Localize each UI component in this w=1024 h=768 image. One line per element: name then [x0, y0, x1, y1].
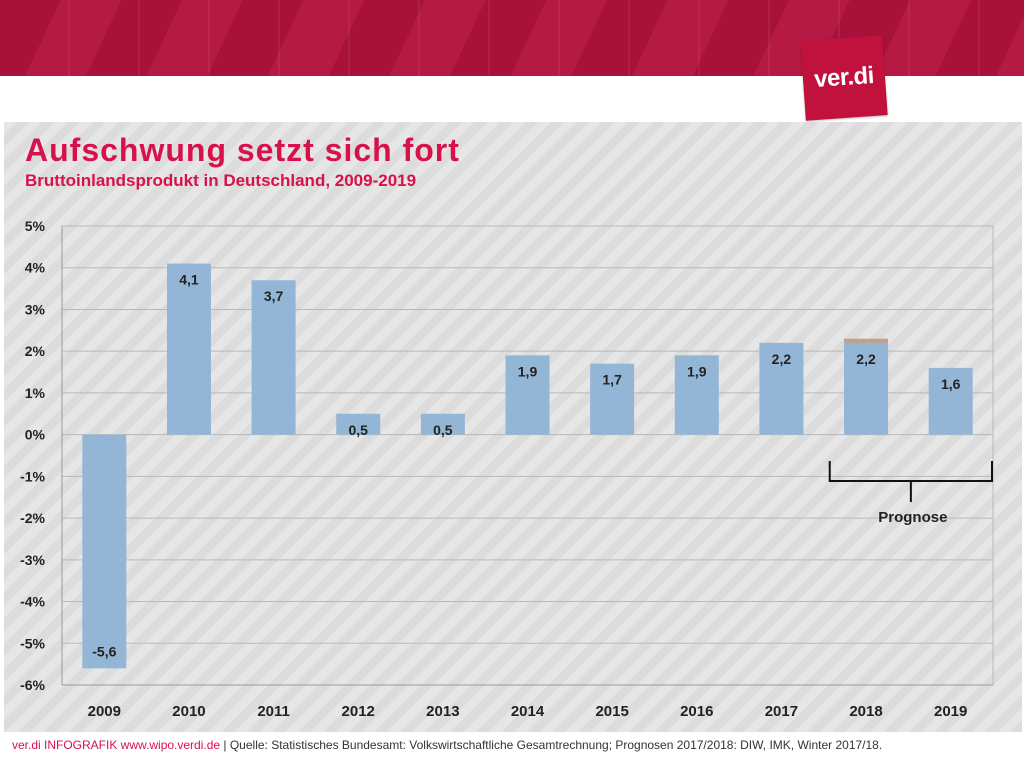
data-labels: -5,6 4,1 3,7 0,5 0,5 1,9 1,7 1,9 2,2 2,2 1,6 — [92, 272, 960, 660]
bar-2015 — [590, 363, 635, 435]
x-tick-label-2011: 2011 — [257, 703, 290, 720]
x-tick-label-2010: 2010 — [172, 703, 205, 720]
x-tick-label-2016: 2016 — [680, 703, 713, 720]
x-tick-label-2009: 2009 — [88, 703, 121, 720]
bar-2017 — [759, 342, 804, 435]
forecast-label: Prognose — [878, 509, 947, 526]
bar-2012 — [336, 413, 381, 435]
y-tick-label: -1% — [20, 468, 45, 484]
x-tick-label-2018: 2018 — [849, 703, 882, 720]
x-tick-label-2014: 2014 — [511, 703, 545, 720]
chart-subtitle: Bruttoinlandsprodukt in Deutschland, 200… — [25, 171, 417, 190]
forecast-bracket — [828, 461, 993, 482]
y-tick-label: -6% — [20, 677, 45, 693]
footer-brand: ver.di INFOGRAFIK www.wipo.verdi.de — [12, 738, 221, 752]
y-tick-label: -5% — [20, 635, 45, 651]
data-label-2012: 0,5 — [348, 422, 368, 438]
bar-2018 — [844, 342, 889, 435]
footer: ver.di INFOGRAFIK www.wipo.verdi.de | Qu… — [12, 738, 882, 752]
y-tick-label: -4% — [20, 594, 45, 610]
y-tick-label: 0% — [25, 427, 46, 443]
y-tick-label: -2% — [20, 510, 45, 526]
bars — [82, 263, 973, 669]
y-tick-label: 2% — [25, 343, 46, 359]
x-tick-label-2017: 2017 — [765, 703, 798, 720]
y-tick-label: 4% — [25, 260, 46, 276]
bar-2014 — [505, 355, 550, 435]
data-label-2009: -5,6 — [92, 643, 116, 659]
data-label-2019: 1,6 — [941, 376, 961, 392]
bar-2009 — [82, 434, 127, 669]
bar-2019 — [928, 367, 973, 435]
forecast-annotation: Prognose — [828, 461, 993, 526]
data-label-2011: 3,7 — [264, 288, 284, 304]
y-tick-label: 3% — [25, 301, 46, 317]
data-label-2015: 1,7 — [602, 372, 622, 388]
data-label-2013: 0,5 — [433, 422, 453, 438]
x-tick-label-2015: 2015 — [595, 703, 628, 720]
x-tick-label-2012: 2012 — [342, 703, 375, 720]
x-tick-label-2019: 2019 — [934, 703, 967, 720]
y-tick-label: 1% — [25, 385, 46, 401]
bar-2010 — [166, 263, 211, 435]
x-axis-ticks: 2009 2010 2011 2012 2013 2014 2015 2016 2017 2018… — [88, 703, 968, 720]
bar-2011 — [251, 280, 296, 435]
y-axis-ticks: 5% 4% 3% 2% 1% 0% -1% -2% -3% -4% -5% -6% — [20, 218, 45, 693]
data-label-2016: 1,9 — [687, 363, 707, 379]
footer-source: | Quelle: Statistisches Bundesamt: Volks… — [220, 738, 883, 752]
bar-2016 — [674, 355, 719, 435]
bar-2013 — [420, 413, 465, 435]
y-tick-label: -3% — [20, 552, 45, 568]
x-tick-label-2013: 2013 — [426, 703, 459, 720]
data-label-2014: 1,9 — [518, 363, 538, 379]
chart-title: Aufschwung setzt sich fort — [25, 132, 460, 168]
data-label-2018: 2,2 — [856, 351, 876, 367]
data-label-2017: 2,2 — [772, 351, 792, 367]
y-tick-label: 5% — [25, 218, 46, 234]
data-label-2010: 4,1 — [179, 272, 199, 288]
